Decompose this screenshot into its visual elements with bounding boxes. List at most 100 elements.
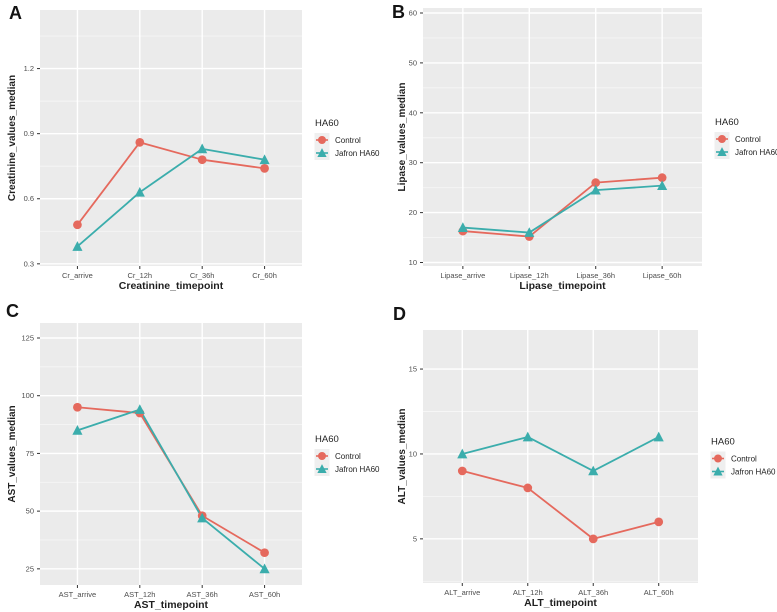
marker-jafron-1	[522, 431, 533, 442]
ast-chart: 25 50 75 100 125 AST_arrive AST_12h AST_36h AST_…	[0, 300, 390, 612]
x-tick-label: ALT_12h	[513, 588, 543, 597]
x-tick-label: Lipase_arrive	[440, 271, 485, 280]
legend-marker-jafron	[317, 148, 327, 157]
series-line-control	[76, 141, 266, 226]
panel-c: C 25 50 75 100 125 AST_arrive AST_12h AST_36h AS…	[0, 300, 390, 612]
panel-a: A 0.3 0.6 0.9 1.2 Cr_arrive Cr_12h Cr_36h Cr_60…	[0, 0, 390, 300]
plot-background	[423, 330, 698, 583]
y-tick-label: 50	[409, 58, 417, 67]
legend-marker-jafron	[717, 147, 727, 156]
x-tick-label: AST_12h	[124, 590, 155, 599]
legend-item-label: Control	[735, 135, 761, 144]
legend-title: HA60	[315, 118, 339, 129]
y-tick-label: 25	[26, 564, 34, 573]
x-tick-label: Cr_36h	[190, 271, 215, 280]
legend-item-label: Control	[335, 452, 361, 461]
x-tick-label: ALT_arrive	[444, 588, 480, 597]
series-line-jafron	[461, 184, 664, 234]
legend-item-label: Jafron HA60	[335, 465, 380, 474]
y-tick-label: 0.3	[24, 259, 34, 268]
marker-control-0	[457, 466, 467, 476]
marker-jafron-3	[259, 154, 270, 165]
x-tick-label: ALT_36h	[578, 588, 608, 597]
series-line-jafron	[461, 436, 660, 472]
x-tick-label: Cr_arrive	[62, 271, 93, 280]
y-tick-label: 100	[21, 391, 34, 400]
x-tick-label: Lipase_60h	[643, 271, 682, 280]
marker-jafron-1	[524, 227, 535, 237]
series-line-jafron	[76, 147, 266, 248]
alt-chart: 5 10 15 ALT_arrive ALT_12h ALT_36h ALT_60h ALT_…	[390, 300, 777, 612]
x-axis-title: Creatinine_timepoint	[119, 280, 224, 292]
marker-jafron-3	[653, 431, 664, 442]
series-line-control	[461, 470, 660, 540]
legend-item-label: Jafron HA60	[335, 149, 380, 158]
y-tick-label: 20	[409, 208, 417, 217]
panel-d: D 5 10 15 ALT_arrive ALT_12h ALT_36h ALT_60h AL…	[390, 300, 777, 612]
marker-control-1	[135, 137, 145, 147]
legend-item-label: Jafron HA60	[731, 467, 776, 476]
marker-control-0	[73, 402, 82, 412]
legend-title: HA60	[711, 437, 735, 448]
panel-label-a: A	[9, 3, 22, 23]
marker-jafron-0	[457, 222, 468, 232]
marker-jafron-0	[72, 425, 83, 435]
legend-marker-jafron	[317, 464, 327, 473]
legend-marker-control	[718, 135, 726, 143]
y-tick-label: 15	[409, 365, 417, 374]
marker-jafron-1	[134, 404, 145, 414]
x-axis-title: Lipase_timepoint	[519, 280, 606, 292]
y-tick-label: 1.2	[24, 64, 34, 73]
series-line-jafron	[76, 408, 266, 570]
chart-svg-a: 0.3 0.6 0.9 1.2 Cr_arrive Cr_12h Cr_36h Cr_60h C…	[7, 10, 380, 292]
y-tick-label: 60	[409, 8, 417, 17]
y-axis-title: AST_values_median	[7, 405, 18, 502]
marker-jafron-0	[72, 241, 83, 251]
y-tick-label: 75	[26, 449, 34, 458]
x-axis-title: ALT_timepoint	[524, 597, 597, 609]
y-tick-label: 0.9	[24, 129, 34, 138]
x-tick-label: Cr_60h	[252, 271, 277, 280]
marker-jafron-2	[590, 184, 601, 195]
x-tick-label: AST_36h	[187, 590, 218, 599]
legend-marker-control	[318, 136, 326, 144]
legend-marker-control	[318, 452, 326, 460]
marker-jafron-2	[197, 512, 208, 523]
x-tick-label: AST_arrive	[59, 590, 97, 599]
plot-background	[40, 10, 302, 266]
marker-jafron-1	[134, 186, 145, 197]
marker-control-2	[197, 155, 207, 165]
y-axis-title: Lipase_values_median	[397, 83, 408, 192]
marker-control-3	[657, 173, 667, 183]
y-tick-label: 30	[409, 158, 417, 167]
y-tick-label: 40	[409, 108, 417, 117]
x-tick-label: Lipase_36h	[576, 271, 615, 280]
creatinine-chart: 0.3 0.6 0.9 1.2 Cr_arrive Cr_12h Cr_36h Cr_60h C…	[0, 0, 390, 300]
y-axis-title: ALT_values_median	[397, 409, 408, 505]
plot-background	[423, 8, 702, 266]
marker-jafron-0	[457, 448, 468, 459]
marker-control-2	[591, 178, 601, 188]
marker-control-1	[523, 483, 533, 493]
y-tick-label: 125	[21, 334, 34, 343]
marker-control-3	[260, 548, 269, 558]
y-axis-title: Creatinine_values_median	[7, 75, 18, 201]
x-axis-title: AST_timepoint	[134, 599, 209, 611]
legend-title: HA60	[715, 117, 739, 128]
y-tick-label: 10	[409, 449, 417, 458]
panel-label-b: B	[392, 2, 405, 22]
marker-control-3	[654, 517, 664, 527]
panel-label-c: C	[6, 301, 19, 321]
legend-item-label: Control	[335, 136, 361, 145]
marker-jafron-3	[259, 563, 270, 574]
legend-item-label: Control	[731, 454, 757, 463]
marker-jafron-2	[197, 143, 208, 154]
x-tick-label: Cr_12h	[128, 271, 153, 280]
panel-b: B 10 20 30 40 50 60 Lipase_arrive Lipase_12h Lip…	[390, 0, 777, 300]
marker-jafron-3	[657, 180, 668, 191]
legend-item-label: Jafron HA60	[735, 148, 777, 157]
x-tick-label: AST_60h	[249, 590, 280, 599]
x-tick-label: Lipase_12h	[510, 271, 549, 280]
